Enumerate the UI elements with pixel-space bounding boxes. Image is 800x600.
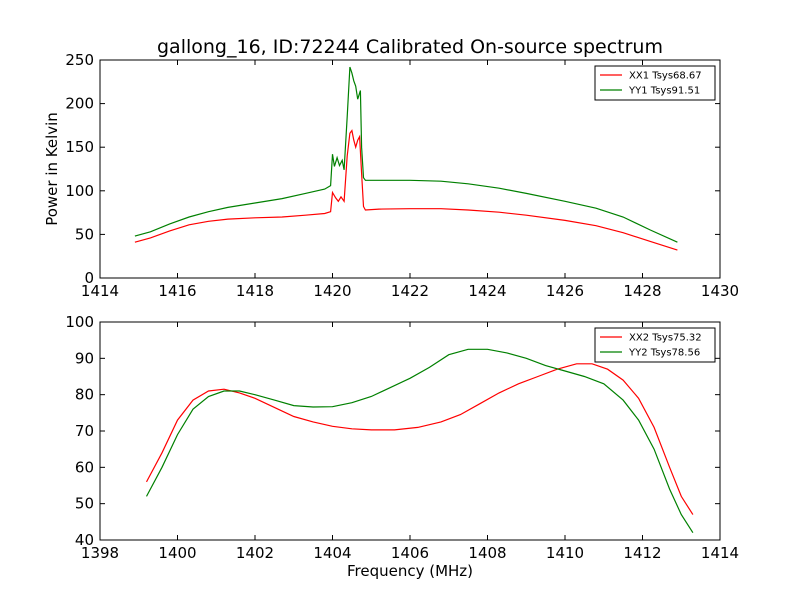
x-axis-label: Frequency (MHz) bbox=[347, 562, 473, 580]
x-tick-label: 1398 bbox=[81, 544, 119, 562]
x-tick-label: 1400 bbox=[158, 544, 196, 562]
y-tick-label: 90 bbox=[75, 349, 94, 367]
y-tick-label: 50 bbox=[75, 225, 94, 243]
x-tick-label: 1414 bbox=[701, 544, 739, 562]
x-tick-label: 1410 bbox=[546, 544, 584, 562]
x-tick-label: 1414 bbox=[81, 282, 119, 300]
top-plot: 1414 1416 1418 1420 1422 1424 1426 1428 1430 0 50 1… bbox=[43, 51, 739, 300]
y-tick-label: 100 bbox=[65, 182, 94, 200]
series-line-xx bbox=[145, 363, 694, 515]
y-tick-label: 100 bbox=[65, 313, 94, 331]
legend-label: YY1 Tsys91.51 bbox=[628, 86, 700, 97]
x-tick-label: 1422 bbox=[391, 282, 429, 300]
series-line-yy bbox=[145, 348, 694, 534]
x-tick-label: 1428 bbox=[623, 282, 661, 300]
y-tick-label: 150 bbox=[65, 138, 94, 156]
legend-label: YY2 Tsys78.56 bbox=[628, 348, 700, 359]
x-tick-label: 1408 bbox=[468, 544, 506, 562]
y-tick-label: 70 bbox=[75, 422, 94, 440]
x-tick-label: 1412 bbox=[623, 544, 661, 562]
x-tick-label: 1416 bbox=[158, 282, 196, 300]
legend-box bbox=[594, 327, 716, 363]
y-tick-label: 60 bbox=[75, 458, 94, 476]
y-tick-label: 40 bbox=[75, 531, 94, 549]
chart-title: gallong_16, ID:72244 Calibrated On-sourc… bbox=[157, 36, 663, 58]
y-tick-label: 250 bbox=[65, 51, 94, 69]
series-line-yy bbox=[134, 66, 678, 243]
x-tick-label: 1418 bbox=[236, 282, 274, 300]
x-tick-label: 1430 bbox=[701, 282, 739, 300]
legend-box bbox=[594, 65, 716, 101]
y-tick-label: 0 bbox=[84, 269, 94, 287]
x-tick-label: 1426 bbox=[546, 282, 584, 300]
legend-label: XX1 Tsys68.67 bbox=[629, 71, 702, 82]
y-axis-label: Power in Kelvin bbox=[43, 112, 61, 226]
y-tick-label: 50 bbox=[75, 495, 94, 513]
series-line-xx bbox=[134, 129, 678, 251]
x-tick-label: 1420 bbox=[313, 282, 351, 300]
y-tick-label: 80 bbox=[75, 386, 94, 404]
y-tick-label: 200 bbox=[65, 95, 94, 113]
x-tick-label: 1402 bbox=[236, 544, 274, 562]
x-tick-label: 1406 bbox=[391, 544, 429, 562]
bottom-plot: 1398 1400 1402 1404 1406 1408 1410 1412 1414 40 50… bbox=[65, 313, 739, 580]
x-tick-label: 1424 bbox=[468, 282, 506, 300]
x-tick-label: 1404 bbox=[313, 544, 351, 562]
legend-label: XX2 Tsys75.32 bbox=[629, 333, 702, 344]
